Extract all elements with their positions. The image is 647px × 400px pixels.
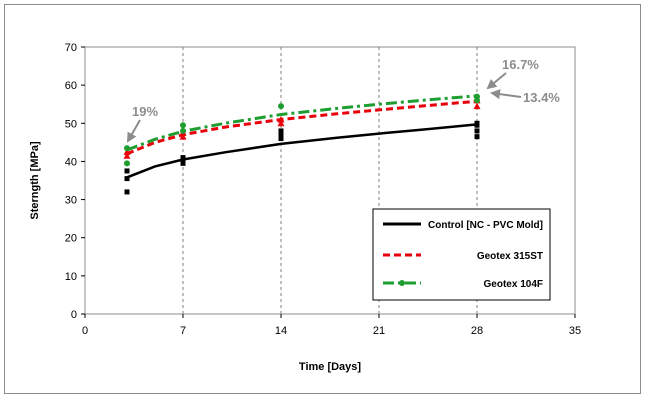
data-point [123, 148, 131, 155]
data-point [180, 127, 186, 134]
y-tick-label: 50 [65, 118, 77, 130]
x-tick-label: 21 [373, 325, 385, 337]
data-point [123, 152, 131, 159]
x-tick-label: 35 [569, 325, 581, 337]
data-point [474, 120, 480, 126]
x-tick-label: 0 [82, 325, 88, 337]
annotation-layer: 19% 16.7% 13.4% [127, 57, 560, 143]
data-point [278, 132, 284, 138]
legend-label-3: Geotex 104F [484, 279, 543, 290]
annotation-arrow [127, 119, 141, 143]
series-line-1 [126, 123, 478, 179]
chart-frame [4, 4, 641, 394]
data-point [124, 189, 130, 195]
y-tick-label: 20 [65, 233, 77, 245]
x-tick-label: 14 [275, 325, 287, 337]
y-tick-label: 70 [65, 42, 77, 54]
y-tick-label: 0 [71, 309, 77, 321]
data-point [179, 133, 187, 140]
series-line-2 [126, 99, 478, 156]
data-point [278, 136, 284, 142]
marker-layer [123, 93, 481, 195]
legend-label-1: Control [NC - PVC Mold] [428, 220, 543, 231]
data-point [474, 93, 480, 100]
annotation-arrow [490, 89, 522, 100]
data-point [124, 168, 130, 174]
data-point [180, 122, 186, 129]
x-tick-label: 28 [471, 325, 483, 337]
data-point [277, 119, 285, 127]
y-tick-label: 30 [65, 195, 77, 207]
axes-layer: 0 10 20 30 40 50 60 70 0 7 14 21 28 35 Time [Days] Ster… [29, 42, 581, 373]
y-tick-label: 40 [65, 156, 77, 168]
data-point [180, 155, 186, 161]
y-axis-title: Sterngth [MPa] [29, 141, 41, 220]
annotation-arrow [486, 72, 507, 90]
y-tick-label: 10 [65, 271, 77, 283]
data-point [473, 102, 481, 110]
x-tick-label: 7 [180, 325, 186, 337]
annotation-label: 19% [132, 104, 158, 119]
data-point [180, 160, 186, 166]
grid-layer [182, 47, 478, 314]
series-line-3 [126, 94, 478, 152]
data-point [124, 160, 130, 167]
x-axis-title: Time [Days] [299, 361, 361, 373]
legend: Control [NC - PVC Mold] Geotex 315ST Geote… [372, 208, 551, 301]
legend-marker [399, 280, 405, 286]
trend-layer [126, 94, 478, 179]
data-point [474, 128, 480, 134]
data-point [278, 128, 284, 134]
annotation-label: 16.7% [502, 57, 539, 72]
plot-area-border [84, 46, 576, 315]
y-tick-label: 60 [65, 80, 77, 92]
annotation-label: 13.4% [523, 90, 560, 105]
data-point [124, 176, 130, 182]
data-point [124, 145, 130, 152]
data-point [278, 103, 284, 110]
legend-label-2: Geotex 315ST [477, 251, 543, 262]
data-point [474, 134, 480, 140]
data-point [277, 115, 285, 123]
